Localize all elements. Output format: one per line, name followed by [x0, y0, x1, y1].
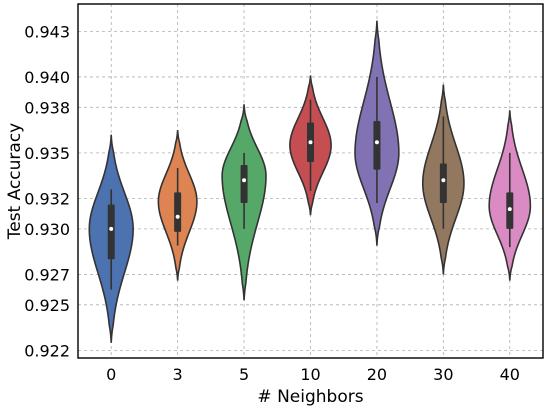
x-tick-label: 0: [106, 365, 116, 384]
tick-layer: 0.922 0.925 0.927 0.930 0.932 0.935 0.938 0.940…: [24, 22, 520, 384]
x-axis-title: # Neighbors: [257, 387, 363, 407]
x-tick-label: 5: [239, 365, 249, 384]
x-tick-label: 10: [300, 365, 320, 384]
violin-iqr-box: [240, 165, 248, 204]
y-tick-label: 0.922: [24, 341, 70, 360]
violin-median-dot: [441, 178, 446, 183]
y-tick-label: 0.935: [24, 144, 70, 163]
y-tick-label: 0.940: [24, 68, 70, 87]
violin-iqr-box: [439, 163, 447, 204]
y-tick-label: 0.925: [24, 296, 70, 315]
plot-frame: [77, 3, 544, 359]
violin-median-dot: [109, 226, 114, 231]
y-axis-title: Test Accuracy: [5, 123, 25, 241]
violin-median-dot: [242, 178, 247, 183]
violin-median-dot: [308, 140, 313, 145]
violin-median-dot: [507, 207, 512, 212]
violin-iqr-box: [107, 204, 115, 260]
y-tick-label: 0.943: [24, 22, 70, 41]
y-tick-label: 0.930: [24, 220, 70, 239]
violin-iqr-box: [174, 192, 182, 232]
violin-median-dot: [374, 140, 379, 145]
y-tick-label: 0.927: [24, 265, 70, 284]
x-tick-label: 20: [367, 365, 387, 384]
violin-layer: [88, 20, 532, 343]
x-tick-label: 3: [173, 365, 183, 384]
y-tick-label: 0.938: [24, 98, 70, 117]
x-tick-label: 40: [500, 365, 520, 384]
violin-median-dot: [175, 214, 180, 219]
y-tick-label: 0.932: [24, 189, 70, 208]
x-tick-label: 30: [433, 365, 453, 384]
violin-iqr-box: [373, 120, 381, 170]
